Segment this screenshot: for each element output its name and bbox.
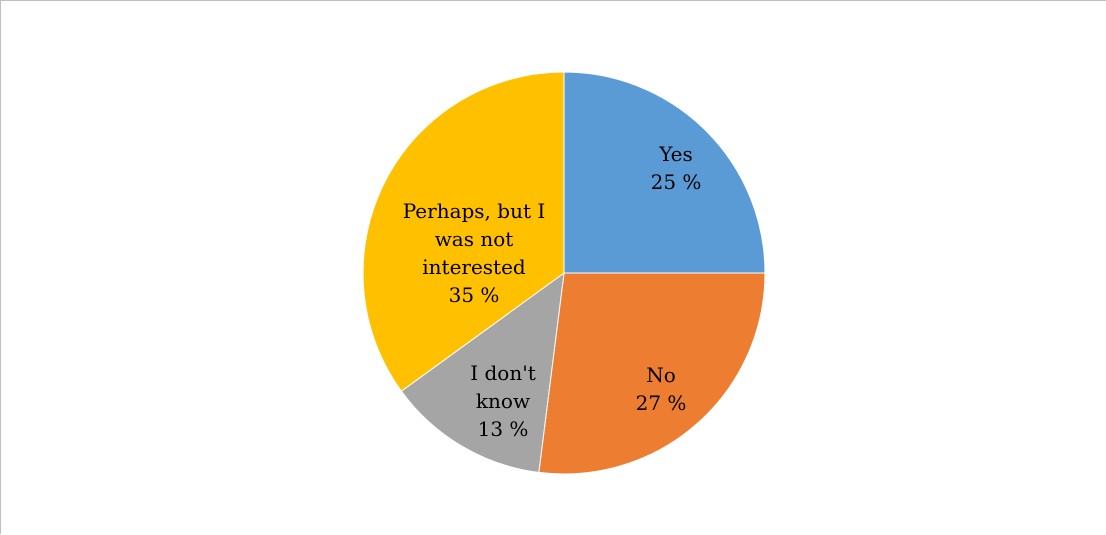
data-label-no: No 27 % [636, 363, 687, 415]
pie-slice-i-don-t-know [400, 271, 565, 473]
data-label-i-don-t-know: I don't know 13 % [470, 361, 536, 441]
pie-slices [362, 71, 766, 475]
pie-slice-no [538, 272, 766, 475]
data-label-yes: Yes 25 % [651, 142, 702, 194]
pie-slice-perhaps-but-i-was-not-interested [362, 71, 565, 392]
pie-slice-yes [563, 71, 766, 274]
pie-data-labels: Yes 25 % No 27 % I don't know 13 % Perhaps, but… [403, 142, 702, 441]
